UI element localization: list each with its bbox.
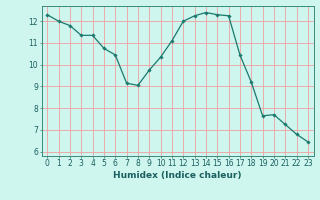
X-axis label: Humidex (Indice chaleur): Humidex (Indice chaleur) — [113, 171, 242, 180]
